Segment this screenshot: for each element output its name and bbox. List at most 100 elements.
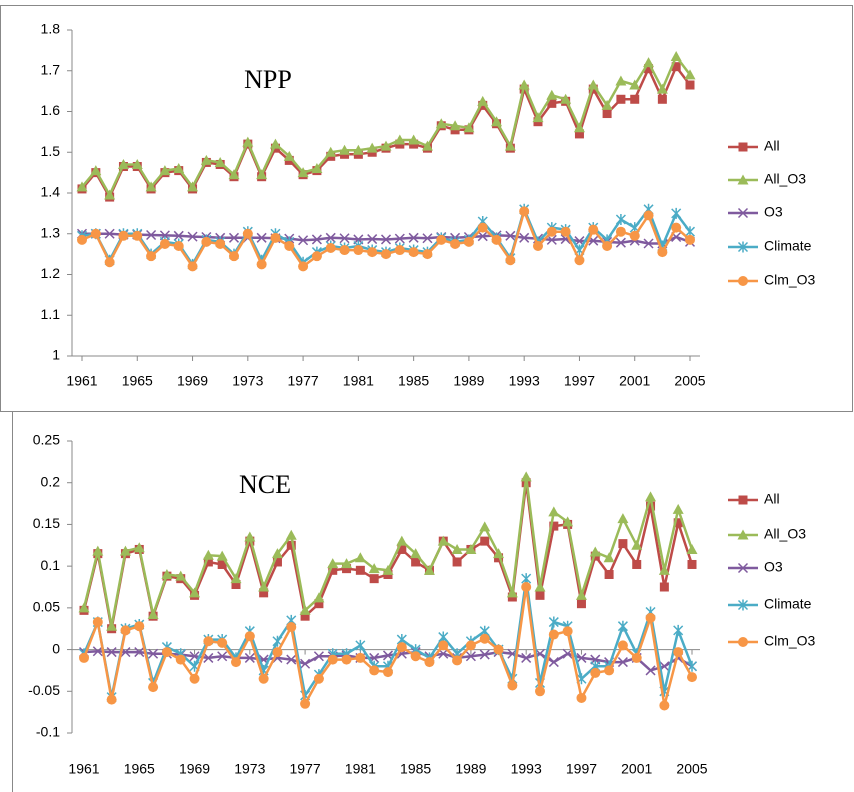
- marker-triangle: [493, 548, 505, 559]
- marker-x: [546, 234, 557, 245]
- marker-x: [519, 232, 530, 243]
- marker-circle: [576, 692, 587, 703]
- marker-triangle: [643, 57, 655, 68]
- marker-triangle: [161, 568, 173, 579]
- marker-circle: [242, 228, 253, 239]
- marker-square: [535, 590, 545, 600]
- marker-square: [547, 98, 557, 108]
- series-line: [82, 586, 694, 708]
- marker-circle: [590, 667, 601, 678]
- marker-circle: [629, 230, 640, 241]
- y-tick-label: 1.7: [41, 61, 61, 77]
- marker-square: [369, 574, 379, 584]
- marker-square: [604, 569, 614, 579]
- legend-label: O3: [764, 559, 783, 575]
- marker-triangle: [216, 550, 228, 561]
- y-tick-label: 0.2: [41, 473, 61, 489]
- marker-circle: [493, 644, 504, 655]
- x-tick-label: 1993: [511, 761, 542, 777]
- y-tick-label: 1.5: [41, 143, 61, 159]
- marker-circle: [106, 694, 117, 705]
- marker-triangle: [532, 112, 544, 123]
- marker-circle: [535, 686, 545, 697]
- marker-square: [452, 557, 462, 567]
- marker-x: [300, 658, 311, 669]
- marker-x: [217, 651, 228, 662]
- marker-triangle: [435, 118, 447, 129]
- y-tick-label: 1.4: [41, 184, 61, 200]
- marker-x: [311, 234, 322, 245]
- marker-circle: [408, 247, 419, 258]
- marker-square: [217, 559, 227, 569]
- marker-square: [480, 536, 490, 546]
- marker-triangle: [147, 609, 159, 620]
- marker-x: [505, 230, 516, 241]
- marker-circle: [491, 234, 502, 245]
- x-tick-label: 1969: [179, 761, 210, 777]
- marker-star: [617, 620, 628, 632]
- marker-x: [286, 654, 297, 665]
- marker-circle: [311, 251, 322, 262]
- x-tick-label: 2005: [674, 373, 705, 389]
- marker-x: [339, 233, 350, 244]
- marker-circle: [92, 617, 103, 628]
- marker-circle: [533, 240, 543, 251]
- marker-circle: [272, 647, 283, 658]
- y-tick-label: 1.3: [41, 224, 61, 240]
- marker-square: [411, 557, 421, 567]
- x-tick-label: 1977: [290, 761, 321, 777]
- marker-circle: [229, 251, 239, 262]
- marker-circle: [148, 682, 159, 693]
- x-tick-label: 2001: [619, 373, 650, 389]
- marker-circle: [256, 259, 267, 270]
- marker-square: [618, 539, 628, 549]
- marker-x: [737, 562, 749, 574]
- marker-x: [106, 647, 117, 658]
- x-tick-label: 1997: [564, 373, 595, 389]
- marker-square: [616, 94, 626, 104]
- marker-square: [300, 611, 310, 621]
- marker-circle: [422, 249, 433, 260]
- marker-triangle: [173, 163, 185, 174]
- marker-triangle: [256, 169, 268, 180]
- marker-x: [548, 657, 559, 668]
- marker-triangle: [396, 535, 408, 546]
- panel-frame: [0, 5, 853, 412]
- marker-triangle: [546, 89, 558, 100]
- marker-circle: [327, 654, 338, 665]
- marker-triangle: [658, 564, 670, 575]
- marker-circle: [341, 654, 352, 665]
- marker-square: [657, 94, 667, 104]
- marker-triangle: [380, 140, 392, 151]
- marker-circle: [104, 257, 115, 268]
- marker-circle: [560, 226, 571, 237]
- marker-triangle: [200, 154, 212, 165]
- x-tick-label: 1981: [345, 761, 376, 777]
- marker-triangle: [684, 69, 696, 80]
- marker-circle: [548, 629, 559, 640]
- marker-square: [738, 495, 748, 505]
- marker-triangle: [437, 535, 449, 546]
- marker-triangle: [283, 150, 295, 161]
- y-tick-label: 0.05: [33, 599, 60, 615]
- marker-triangle: [189, 587, 201, 598]
- marker-circle: [339, 245, 350, 256]
- marker-circle: [617, 640, 628, 651]
- marker-circle: [479, 633, 490, 644]
- y-tick-label: 1.8: [41, 21, 61, 37]
- x-tick-label: 1965: [124, 761, 155, 777]
- marker-triangle: [504, 140, 516, 151]
- marker-x: [643, 238, 654, 249]
- marker-triangle: [615, 75, 627, 86]
- marker-x: [256, 232, 267, 243]
- marker-circle: [519, 206, 530, 217]
- marker-triangle: [562, 516, 574, 527]
- marker-triangle: [297, 167, 309, 178]
- marker-square: [738, 142, 748, 152]
- marker-circle: [438, 640, 449, 651]
- marker-x: [479, 649, 490, 660]
- marker-square: [632, 559, 642, 569]
- marker-triangle: [327, 558, 339, 569]
- x-tick-label: 1997: [566, 761, 597, 777]
- marker-square: [342, 564, 352, 574]
